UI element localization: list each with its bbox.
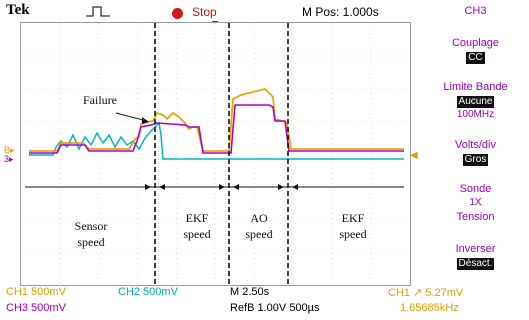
- menu-channel-title: CH3: [464, 5, 487, 17]
- brand-label: Tek: [6, 2, 30, 18]
- segment-label: EKF speed: [183, 211, 211, 241]
- ch2-scale: CH2 500mV: [118, 286, 178, 298]
- segment-label: AO speed: [245, 211, 273, 241]
- ch1-scale: CH1 500mV: [6, 286, 66, 298]
- volts-div-menu-button[interactable]: Volts/div Gros: [455, 139, 496, 166]
- ch3-scale: CH3 500mV: [6, 302, 66, 314]
- segment-label: EKF speed: [339, 211, 367, 241]
- coupling-menu-button[interactable]: Couplage CC: [451, 37, 500, 64]
- invert-menu-button[interactable]: Inverser Désact.: [455, 243, 496, 270]
- ch3-level-marker: 3▸: [4, 154, 14, 164]
- channel-side-menu: CH3 Couplage CC Limite Bande Aucune 100M…: [422, 0, 529, 290]
- reference-readout: RefB 1.00V 500µs: [230, 302, 320, 314]
- waveform-graticule: [21, 23, 410, 285]
- bandwidth-limit-menu-button[interactable]: Limite Bande Aucune 100MHz: [443, 81, 508, 120]
- trigger-level-marker: ◀: [410, 150, 418, 161]
- readout-bar: CH1 500mV CH2 500mV CH3 500mV M 2.50s Re…: [0, 284, 529, 320]
- probe-menu-button[interactable]: Sonde 1X Tension: [456, 183, 495, 223]
- run-status: Stop: [192, 5, 217, 19]
- waveform-display: [20, 22, 411, 286]
- top-status-bar: Tek Stop M Pos: 1.000s: [0, 0, 529, 22]
- frequency-readout: 1.65685kHz: [400, 302, 459, 314]
- stop-indicator-icon: [172, 8, 183, 19]
- trigger-readout: CH1 ↗ 5.27mV: [388, 287, 464, 299]
- horizontal-position: M Pos: 1.000s: [302, 5, 379, 19]
- ch-level-marker: B▸: [4, 145, 15, 155]
- failure-label: Failure: [83, 93, 117, 107]
- segment-label: Sensor speed: [74, 219, 108, 249]
- timebase-readout: M 2.50s: [230, 286, 270, 298]
- ch3-trace: [29, 104, 404, 154]
- pulse-trigger-icon: [86, 6, 110, 17]
